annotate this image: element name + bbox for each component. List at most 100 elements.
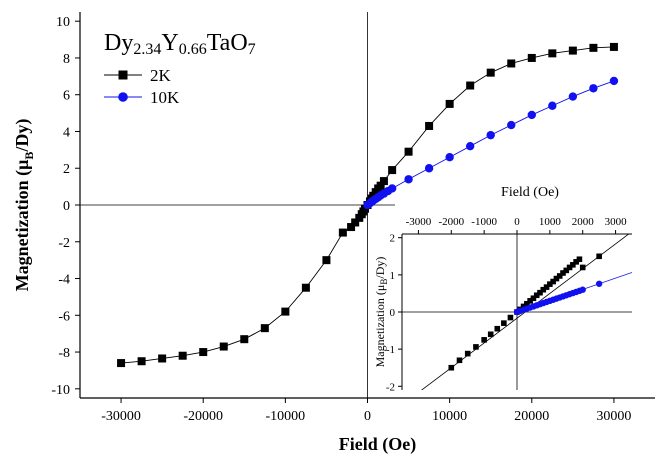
data-point-2K: [589, 43, 598, 52]
y-tick-label: 10: [56, 15, 70, 30]
data-point-10K: [507, 120, 516, 130]
data-point-10K: [465, 141, 475, 151]
data-point-2K: [240, 335, 249, 344]
inset-data-point-2K: [507, 314, 514, 321]
inset-data-point-2K: [494, 325, 501, 332]
y-tick-label: -10: [51, 383, 70, 398]
inset-data-point-2K: [527, 298, 533, 304]
inset-series-line-2K: [421, 234, 630, 390]
inset-data-point-2K: [560, 270, 566, 276]
data-point-2K: [609, 42, 618, 51]
inset-data-point-2K: [596, 253, 602, 260]
data-point-2K: [347, 223, 356, 232]
inset-data-point-2K: [556, 273, 563, 279]
legend-marker-2K: [118, 70, 128, 80]
data-point-2K: [568, 46, 577, 55]
inset-data-point-2K: [570, 262, 576, 268]
inset-x-tick-label: 2000: [572, 216, 595, 228]
data-point-10K: [548, 101, 557, 110]
data-point-2K: [388, 166, 397, 175]
legend-label-2K: 2K: [150, 66, 172, 85]
y-tick-label: 4: [63, 125, 70, 140]
inset-data-point-2K: [533, 292, 540, 299]
y-tick-label: -6: [58, 309, 70, 324]
inset-data-point-2K: [576, 256, 583, 263]
data-point-10K: [486, 130, 495, 140]
inset-x-tick-label: -3000: [406, 216, 432, 228]
formula-text: Dy: [104, 30, 133, 56]
data-point-2K: [338, 228, 347, 237]
data-point-2K: [117, 359, 126, 368]
data-point-2K: [548, 49, 557, 58]
data-point-2K: [527, 53, 536, 62]
y-tick-label: -8: [58, 346, 70, 361]
inset-data-point-2K: [540, 286, 547, 293]
data-point-10K: [527, 110, 536, 120]
data-point-2K: [445, 99, 454, 108]
inset-data-point-2K: [487, 331, 494, 338]
data-point-2K: [466, 81, 475, 90]
inset-data-point-2K: [537, 289, 543, 296]
x-tick-label: 0: [364, 409, 371, 424]
x-tick-label: 10000: [432, 409, 467, 424]
inset-data-point-2K: [520, 303, 527, 310]
y-tick-label: -4: [58, 273, 70, 288]
formula-subscript: 7: [248, 41, 256, 58]
inset-data-point-2K: [553, 275, 560, 282]
inset-data-point-2K: [573, 259, 579, 265]
inset-data-point-10K: [595, 280, 603, 287]
data-point-2K: [376, 181, 385, 190]
legend-label-10K: 10K: [150, 88, 180, 107]
inset-ticklabel-backdrop: [395, 204, 657, 224]
data-point-2K: [322, 256, 331, 265]
inset-data-point-10K: [579, 286, 586, 293]
inset-x-tick-label: 0: [514, 216, 520, 228]
data-point-2K: [137, 357, 146, 366]
x-tick-label: 20000: [514, 409, 549, 424]
inset-y-tick-label: 1: [390, 270, 396, 282]
data-point-10K: [424, 164, 434, 173]
inset-y-tick-label: -1: [386, 344, 395, 356]
data-point-10K: [568, 92, 578, 101]
data-point-2K: [158, 354, 167, 363]
inset-y-axis-label: Magnetization (μB/Dy): [373, 257, 389, 368]
inset-y-tick-label: -2: [386, 381, 395, 393]
x-tick-label: -30000: [101, 409, 141, 424]
data-point-2K: [379, 177, 388, 186]
inset-data-point-2K: [543, 284, 550, 290]
data-point-2K: [219, 342, 228, 351]
main-plot: -30000 -20000 -10000 0 10000 20000 30000-10-8-…: [12, 12, 655, 455]
legend-marker-10K: [118, 92, 128, 102]
inset-data-point-2K: [501, 320, 507, 326]
data-point-2K: [178, 351, 187, 360]
x-tick-label: -20000: [183, 409, 223, 424]
data-point-2K: [425, 121, 434, 130]
inset-y-tick-label: 2: [390, 233, 396, 245]
x-tick-label: -10000: [266, 409, 306, 424]
inset-series-2K: [421, 234, 630, 390]
x-axis-label: Field (Oe): [339, 434, 416, 455]
inset-data-point-2K: [563, 267, 570, 274]
series-2K: [117, 42, 618, 368]
compound-formula: Dy2.34Y0.66TaO7: [104, 30, 256, 58]
inset-data-point-2K: [579, 264, 586, 271]
x-tick-label: 30000: [596, 409, 631, 424]
inset-x-tick-label: -2000: [438, 216, 464, 228]
inset-data-point-2K: [566, 264, 573, 271]
inset-series-10K: [513, 272, 632, 316]
data-point-2K: [486, 68, 495, 77]
formula-subscript: 0.66: [179, 41, 207, 58]
inset-data-point-2K: [448, 364, 455, 371]
data-point-10K: [589, 84, 598, 93]
inset-data-point-2K: [530, 295, 537, 302]
y-tick-label: 0: [63, 199, 70, 214]
y-tick-label: 2: [63, 162, 70, 177]
formula-subscript: 2.34: [133, 41, 161, 58]
inset-plot: -3000 -2000 -1000 0 1000 2000 3000 -2 -1 0 1 2 Field…: [373, 178, 657, 393]
data-point-2K: [260, 324, 269, 333]
data-point-2K: [507, 59, 516, 68]
series-10K: [363, 76, 619, 210]
y-tick-label: 6: [63, 89, 70, 104]
